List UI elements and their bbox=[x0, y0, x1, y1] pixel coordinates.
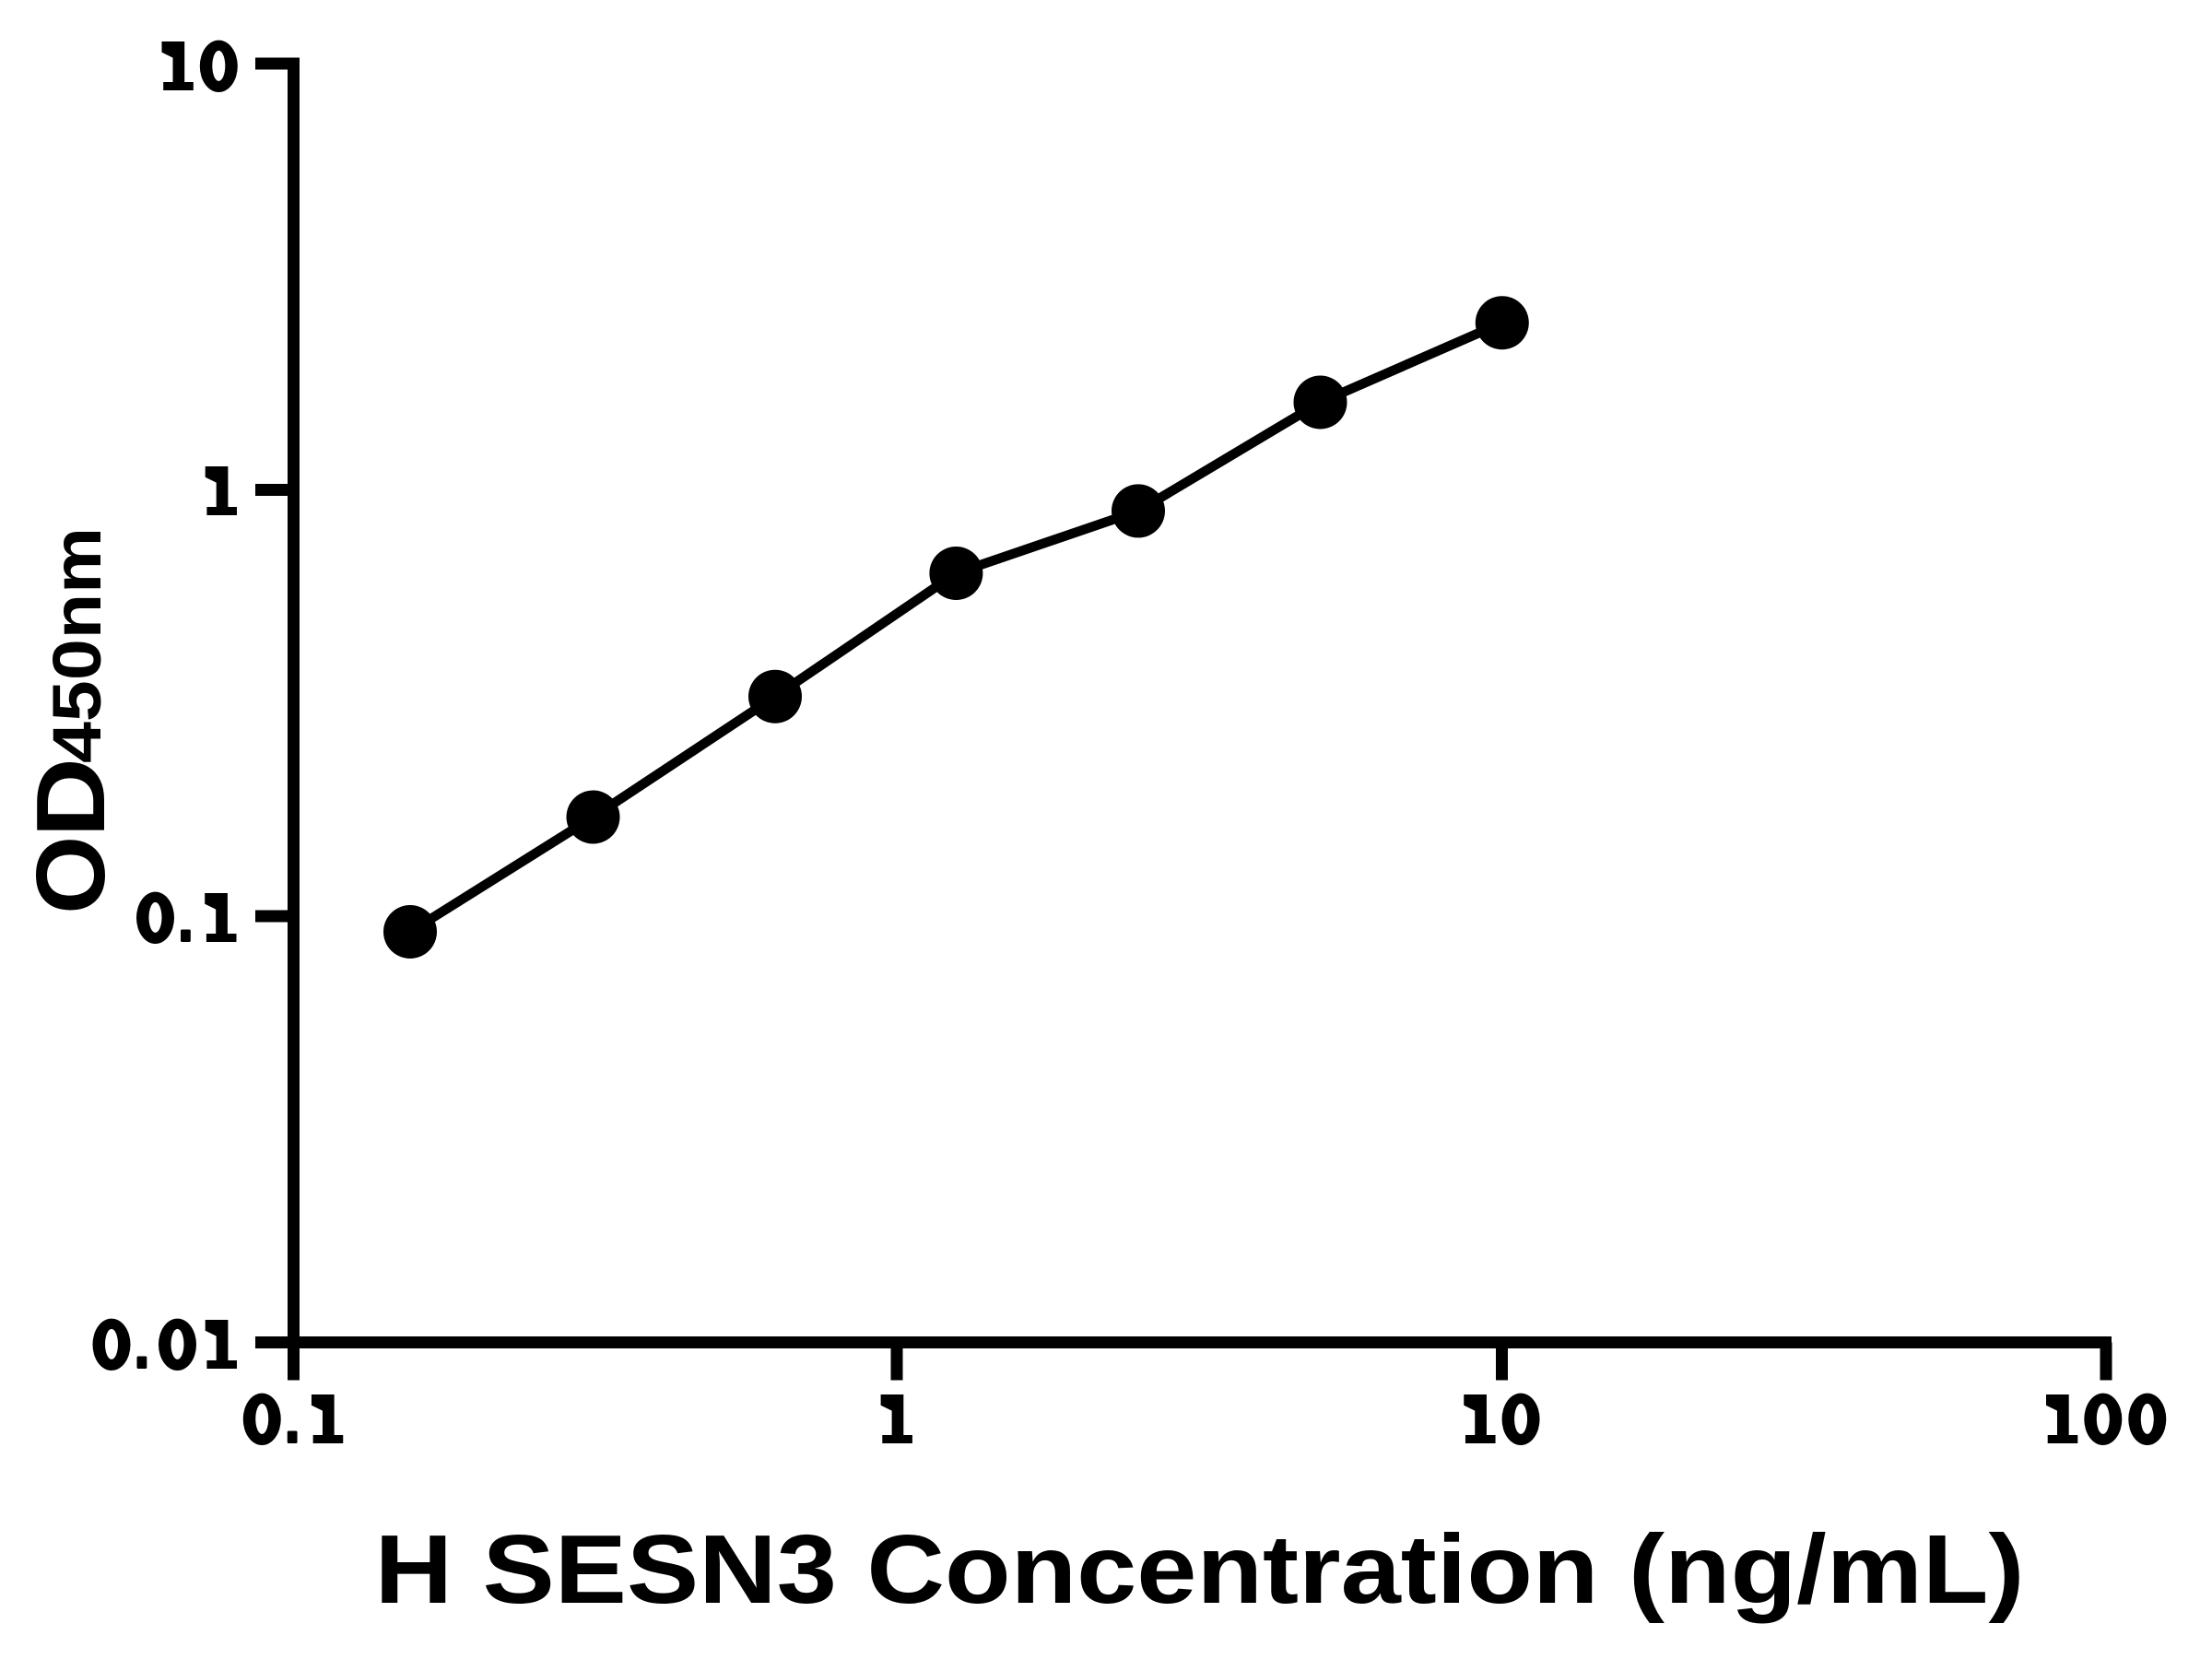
svg-text:H SESN3 Concentration (ng/mL): H SESN3 Concentration (ng/mL) bbox=[375, 1515, 2025, 1624]
svg-text:450nm: 450nm bbox=[39, 527, 115, 763]
svg-text:O: O bbox=[17, 836, 125, 914]
svg-text:D: D bbox=[17, 758, 125, 838]
